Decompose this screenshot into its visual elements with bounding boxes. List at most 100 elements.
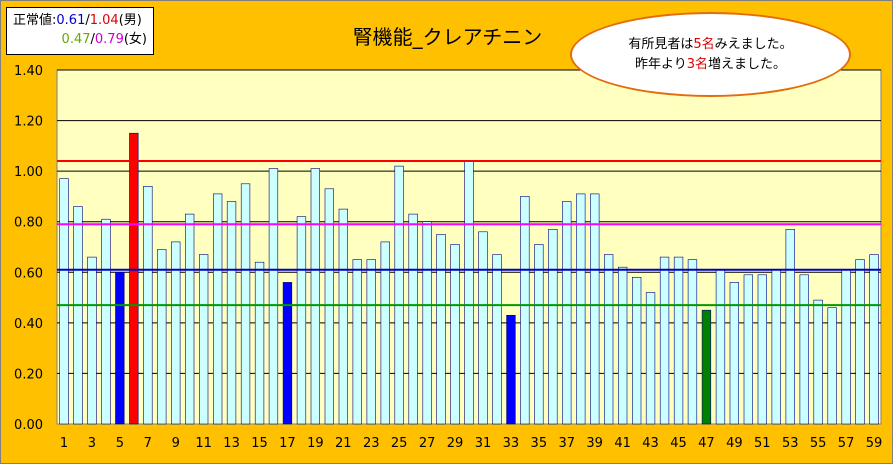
y-tick-label: 0.20 [14,367,43,382]
x-tick-label: 37 [558,436,575,451]
bar-28 [436,234,446,425]
x-tick-label: 27 [419,436,436,451]
x-tick-label: 21 [335,436,352,451]
bar-43 [645,292,656,425]
note-text-2a: 昨年より [634,56,687,72]
x-tick-label: 9 [172,436,180,451]
bar-52 [771,269,781,425]
bar-33 [506,314,516,425]
bar-25 [394,165,404,425]
bar-35 [534,244,544,425]
bar-48 [715,269,726,425]
x-tick-label: 51 [754,436,771,451]
bar-45 [673,256,684,425]
bar-37 [562,201,572,425]
bar-42 [631,276,642,425]
x-tick-label: 45 [670,436,687,451]
bar-9 [171,241,181,425]
bar-27 [422,221,432,425]
bar-53 [785,229,795,425]
note-line-1: 有所見者は5名みえました。 [628,35,792,55]
y-tick-label: 0.00 [14,418,43,433]
bar-6 [129,132,139,425]
bar-14 [240,183,251,425]
x-tick-label: 23 [363,436,380,451]
note-text-1a: 有所見者は [628,36,694,52]
x-tick-label: 41 [614,436,631,451]
bar-31 [478,231,488,425]
bar-50 [743,274,753,425]
x-tick-label: 1 [60,436,68,451]
x-tick-label: 39 [586,436,603,451]
bar-39 [590,193,600,425]
bar-32 [492,254,502,425]
bar-54 [799,274,809,425]
x-tick-label: 5 [116,436,124,451]
y-tick-label: 0.40 [14,317,43,332]
y-tick-label: 1.40 [14,64,43,79]
bar-26 [408,213,418,425]
bar-8 [157,249,167,425]
x-tick-label: 25 [391,436,408,451]
y-tick-label: 1.20 [14,115,43,130]
x-tick-label: 35 [531,436,548,451]
bar-34 [520,196,530,425]
legend-slash-2: / [90,32,95,47]
chart-title: 腎機能_クレアチニン [352,25,543,49]
bar-56 [827,307,837,425]
male-high-value: 1.04 [89,13,119,28]
male-label: (男) [118,13,142,28]
bar-2 [73,206,83,425]
bar-59 [869,254,879,425]
bar-17 [282,282,293,425]
x-tick-label: 53 [782,436,799,451]
bar-36 [548,229,558,425]
x-tick-label: 31 [475,436,492,451]
bar-55 [813,299,823,425]
x-tick-label: 19 [307,436,324,451]
x-tick-label: 29 [447,436,464,451]
bar-19 [310,168,320,425]
bar-30 [464,160,474,425]
x-tick-label: 13 [223,436,240,451]
x-tick-label: 3 [88,436,96,451]
bar-1 [59,178,69,425]
x-tick-label: 43 [642,436,659,451]
bar-10 [185,213,195,425]
bar-46 [687,259,698,425]
bar-49 [729,282,739,425]
bar-16 [268,168,279,425]
note-text-1b: みえました。 [714,36,793,52]
note-count-1: 5名 [693,36,715,52]
bar-12 [213,193,223,425]
x-tick-label: 33 [503,436,520,451]
bar-18 [296,216,307,425]
note-line-2: 昨年より3名増えました。 [635,55,786,75]
legend-slash: / [85,13,90,28]
x-tick-label: 17 [279,436,296,451]
x-tick-label: 15 [251,436,268,451]
y-tick-label: 0.60 [14,266,43,281]
bar-44 [659,256,670,425]
bar-22 [352,259,362,425]
x-tick-label: 7 [144,436,152,451]
bar-21 [338,208,348,425]
bar-5 [115,271,125,425]
bar-58 [855,259,865,425]
bar-3 [87,256,97,425]
note-count-2: 3名 [686,56,708,72]
bar-15 [254,261,265,425]
bar-20 [324,188,334,425]
bar-57 [841,269,851,425]
reference-legend: 正常値:0.61/1.04(男) 0.47/0.79(女) [6,7,154,55]
x-tick-label: 57 [838,436,855,451]
bar-47 [701,309,712,425]
bar-38 [576,193,586,425]
bar-13 [226,201,237,425]
note-bubble: 有所見者は5名みえました。 昨年より3名増えました。 [570,12,851,97]
y-tick-label: 1.00 [14,165,43,180]
x-tick-label: 47 [698,436,715,451]
bar-4 [101,218,111,425]
bar-29 [450,244,460,425]
female-high-value: 0.79 [94,32,124,47]
